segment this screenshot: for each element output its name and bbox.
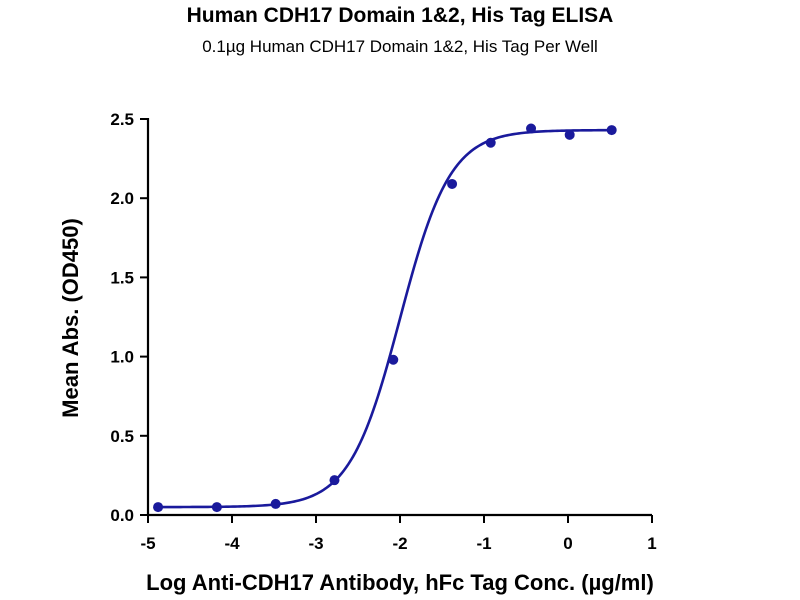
x-tick-label: -1 xyxy=(476,534,491,553)
data-point xyxy=(564,129,575,140)
x-tick-label: -2 xyxy=(392,534,407,553)
x-tick-label: -5 xyxy=(140,534,155,553)
data-point xyxy=(388,354,399,365)
x-tick-label: 0 xyxy=(563,534,572,553)
data-point xyxy=(447,178,458,189)
x-tick-label: -4 xyxy=(224,534,240,553)
x-tick-label: 1 xyxy=(647,534,656,553)
x-tick-label: -3 xyxy=(308,534,323,553)
y-tick-label: 2.5 xyxy=(110,110,134,129)
data-point xyxy=(211,502,222,513)
y-axis-label: Mean Abs. (OD450) xyxy=(58,218,83,418)
y-tick-label: 2.0 xyxy=(110,189,134,208)
y-tick-label: 1.5 xyxy=(110,268,134,287)
data-point xyxy=(153,502,164,513)
data-point xyxy=(270,498,281,509)
data-point xyxy=(485,137,496,148)
fit-curve-line xyxy=(158,128,612,509)
data-point xyxy=(329,475,340,486)
x-ticks: -5 -4 -3 -2 -1 0 1 xyxy=(140,515,657,553)
x-axis-label: Log Anti-CDH17 Antibody, hFc Tag Conc. (… xyxy=(146,570,654,595)
y-tick-label: 0.5 xyxy=(110,427,134,446)
chart-subtitle: 0.1µg Human CDH17 Domain 1&2, His Tag Pe… xyxy=(202,37,598,56)
data-point xyxy=(526,123,537,134)
data-point xyxy=(606,125,617,136)
chart-title: Human CDH17 Domain 1&2, His Tag ELISA xyxy=(187,4,614,27)
data-points xyxy=(153,123,617,513)
y-tick-label: 0.0 xyxy=(110,506,134,525)
y-ticks: 0.0 0.5 1.0 1.5 2.0 2.5 xyxy=(110,110,148,525)
y-tick-label: 1.0 xyxy=(110,348,134,367)
